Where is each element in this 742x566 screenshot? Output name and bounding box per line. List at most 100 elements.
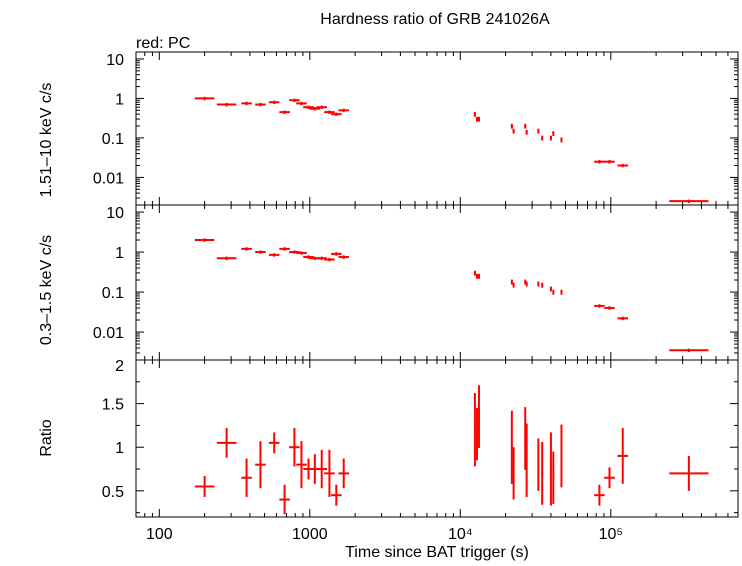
data-point-soft-band-25 <box>560 289 563 295</box>
data-point-ratio-2 <box>241 458 252 497</box>
y-tick-label-1-2: 0.1 <box>102 285 124 302</box>
legend-label: red: PC <box>136 35 190 52</box>
panel-hard-frame <box>135 51 739 206</box>
data-point-hard-band-20 <box>525 129 528 135</box>
data-point-soft-band-0 <box>194 238 215 242</box>
data-point-hard-band-0 <box>194 96 215 101</box>
panel-soft-frame <box>135 204 739 361</box>
y-tick-label-0-2: 0.1 <box>102 131 124 148</box>
data-point-soft-band-2 <box>241 247 252 251</box>
data-point-soft-band-27 <box>604 306 615 310</box>
data-point-soft-band-3 <box>255 250 266 254</box>
data-point-hard-band-10 <box>316 105 327 110</box>
data-point-ratio-22 <box>541 441 544 505</box>
data-point-ratio-5 <box>279 484 290 515</box>
data-point-ratio-20 <box>525 423 528 497</box>
data-point-soft-band-29 <box>669 348 709 353</box>
x-axis-label: Time since BAT trigger (s) <box>345 544 529 561</box>
data-point-soft-band-18 <box>512 282 515 288</box>
data-point-soft-band-22 <box>541 282 544 288</box>
data-point-hard-band-16 <box>477 116 480 122</box>
data-point-ratio-3 <box>255 441 266 489</box>
y-label-soft: 0.3–1.5 keV c/s <box>38 235 55 345</box>
y-label-hard: 1.51–10 keV c/s <box>38 83 55 198</box>
data-point-hard-band-18 <box>512 128 515 134</box>
data-point-soft-band-4 <box>268 253 280 257</box>
data-point-soft-band-28 <box>617 316 628 321</box>
data-point-soft-band-14 <box>473 270 476 276</box>
data-point-ratio-16 <box>477 385 480 449</box>
data-point-hard-band-12 <box>331 112 342 116</box>
data-point-soft-band-23 <box>549 286 552 292</box>
data-point-soft-band-13 <box>338 255 349 259</box>
axis-ticks <box>135 52 739 517</box>
y-tick-label-1-3: 0.01 <box>93 325 124 342</box>
data-point-hard-band-27 <box>604 160 615 164</box>
data-point-hard-band-14 <box>473 111 476 117</box>
data-point-soft-band-7 <box>296 251 307 255</box>
data-point-soft-band-16 <box>477 273 480 279</box>
data-point-soft-band-8 <box>303 255 314 259</box>
data-point-ratio-28 <box>617 428 628 484</box>
y-tick-label-2-0: 0.5 <box>102 484 124 501</box>
data-point-ratio-27 <box>604 467 615 489</box>
data-point-ratio-24 <box>552 451 555 504</box>
data-point-soft-band-20 <box>525 281 528 287</box>
tick-labels: 100 1000 10⁴ 10⁵ 10 1 0.1 0.01 10 1 0.1 0.01 0.5 1 1.5… <box>93 52 623 543</box>
data-point-soft-band-12 <box>331 252 342 256</box>
data-point-hard-band-21 <box>537 128 540 134</box>
x-tick-label-3: 10⁵ <box>599 526 623 543</box>
data-point-soft-band-10 <box>316 256 327 261</box>
y-tick-label-2-1: 1 <box>115 440 124 457</box>
y-tick-label-0-1: 1 <box>115 91 124 108</box>
data-point-ratio-17 <box>510 410 513 484</box>
y-tick-label-2-3: 2 <box>115 358 124 375</box>
data-point-hard-band-17 <box>510 123 513 129</box>
data-point-hard-band-15 <box>475 116 478 122</box>
data-point-ratio-6 <box>289 428 300 467</box>
data-point-hard-band-8 <box>303 105 314 110</box>
data-marks <box>194 96 709 515</box>
data-point-soft-band-26 <box>594 304 605 308</box>
data-point-soft-band-1 <box>216 256 237 261</box>
y-tick-label-0-3: 0.01 <box>93 170 124 187</box>
data-point-soft-band-15 <box>475 273 478 279</box>
data-point-hard-band-28 <box>617 163 628 168</box>
data-point-hard-band-7 <box>296 101 307 106</box>
data-point-ratio-14 <box>473 393 476 467</box>
data-point-ratio-25 <box>560 424 563 488</box>
data-point-hard-band-22 <box>541 135 544 141</box>
data-point-soft-band-17 <box>510 279 513 285</box>
data-point-ratio-18 <box>512 447 515 500</box>
data-point-hard-band-6 <box>289 98 300 103</box>
data-point-hard-band-13 <box>338 108 349 113</box>
data-point-hard-band-1 <box>216 102 237 107</box>
data-point-hard-band-5 <box>279 110 290 114</box>
data-point-hard-band-11 <box>324 110 335 114</box>
x-tick-label-2: 10⁴ <box>448 526 473 543</box>
data-point-ratio-1 <box>216 428 237 458</box>
data-point-soft-band-5 <box>279 247 290 251</box>
data-point-ratio-10 <box>316 449 327 489</box>
data-point-hard-band-24 <box>552 131 555 137</box>
data-point-hard-band-19 <box>524 123 527 129</box>
data-point-hard-band-25 <box>560 137 563 143</box>
data-point-soft-band-11 <box>324 257 335 262</box>
data-point-ratio-26 <box>594 484 605 506</box>
data-point-ratio-13 <box>338 458 349 489</box>
data-point-ratio-29 <box>669 455 709 491</box>
data-point-ratio-23 <box>549 432 552 506</box>
data-point-hard-band-4 <box>268 100 280 105</box>
y-tick-label-1-1: 1 <box>115 245 124 262</box>
y-tick-label-0-0: 10 <box>106 52 124 69</box>
y-tick-label-1-0: 10 <box>106 205 124 222</box>
data-point-hard-band-26 <box>594 160 605 164</box>
data-point-ratio-11 <box>324 449 335 497</box>
data-point-ratio-21 <box>537 438 540 491</box>
data-point-hard-band-3 <box>255 102 266 107</box>
data-point-ratio-0 <box>194 476 215 497</box>
data-point-hard-band-9 <box>309 107 321 111</box>
data-point-ratio-4 <box>268 432 280 454</box>
x-tick-label-0: 100 <box>146 526 173 543</box>
data-point-hard-band-23 <box>549 135 552 141</box>
